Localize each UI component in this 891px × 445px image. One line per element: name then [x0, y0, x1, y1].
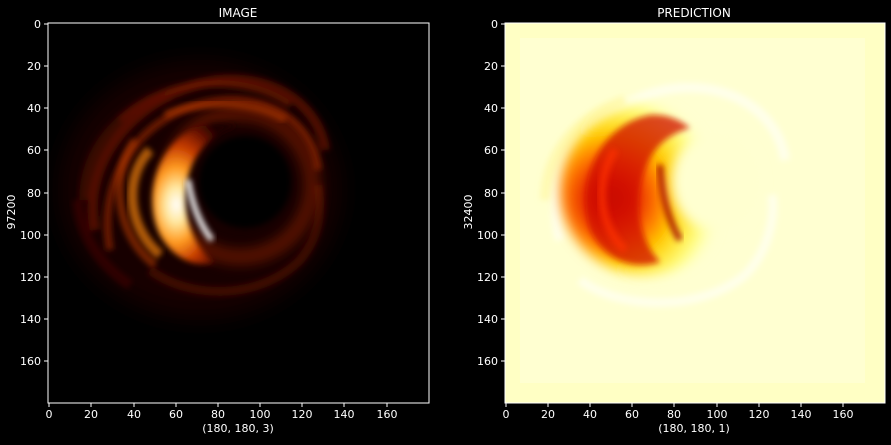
- image-x-tick-label: 160: [377, 408, 398, 421]
- image-x-tick-label: 20: [84, 408, 98, 421]
- prediction-x-tick-label: 0: [503, 408, 510, 421]
- prediction-x-tick-label: 100: [707, 408, 728, 421]
- prediction-x-tick-label: 160: [833, 408, 854, 421]
- image-panel-title: IMAGE: [219, 6, 258, 20]
- prediction-x-tick-label: 80: [667, 408, 681, 421]
- image-x-label: (180, 180, 3): [202, 422, 274, 435]
- image-panel: IMAGE: [5, 6, 430, 435]
- prediction-y-tick-label: 20: [484, 60, 498, 73]
- prediction-y-tick-label: 160: [477, 355, 498, 368]
- image-y-tick-label: 40: [27, 102, 41, 115]
- image-y-tick-label: 0: [34, 18, 41, 31]
- prediction-y-tick-label: 100: [477, 229, 498, 242]
- image-y-tick-label: 160: [20, 355, 41, 368]
- image-y-label: 97200: [5, 195, 18, 230]
- prediction-x-tick-label: 60: [625, 408, 639, 421]
- prediction-y-tick-label: 120: [477, 271, 498, 284]
- prediction-y-axis: 0 20 40 60 80 100 120 140 160: [477, 18, 505, 368]
- image-x-tick-label: 120: [292, 408, 313, 421]
- prediction-y-tick-label: 40: [484, 102, 498, 115]
- image-x-axis: 0 20 40 60 80 100 120 140 160: [46, 403, 398, 421]
- prediction-x-axis: 0 20 40 60 80 100 120 140 160: [503, 403, 854, 421]
- image-y-tick-label: 20: [27, 60, 41, 73]
- image-x-tick-label: 0: [46, 408, 53, 421]
- image-x-tick-label: 140: [334, 408, 355, 421]
- prediction-x-label: (180, 180, 1): [658, 422, 730, 435]
- black-hole-image: [48, 23, 429, 403]
- image-y-tick-label: 140: [20, 313, 41, 326]
- prediction-x-tick-label: 120: [749, 408, 770, 421]
- prediction-heatmap: [505, 23, 885, 403]
- image-y-tick-label: 60: [27, 144, 41, 157]
- image-y-tick-label: 100: [20, 229, 41, 242]
- prediction-x-tick-label: 140: [791, 408, 812, 421]
- image-x-tick-label: 100: [250, 408, 271, 421]
- prediction-x-tick-label: 40: [583, 408, 597, 421]
- prediction-y-label: 32400: [462, 195, 475, 230]
- prediction-y-tick-label: 0: [491, 18, 498, 31]
- prediction-y-tick-label: 140: [477, 313, 498, 326]
- image-y-tick-label: 120: [20, 271, 41, 284]
- prediction-panel-title: PREDICTION: [657, 6, 731, 20]
- image-x-tick-label: 60: [169, 408, 183, 421]
- image-axes-frame: [47, 22, 430, 404]
- prediction-axes-frame: [504, 22, 886, 404]
- prediction-y-tick-label: 80: [484, 187, 498, 200]
- image-y-tick-label: 80: [27, 187, 41, 200]
- prediction-panel: PREDICTION: [462, 6, 886, 435]
- prediction-y-tick-label: 60: [484, 144, 498, 157]
- image-y-axis: 0 20 40 60 80 100 120 140 160: [20, 18, 48, 368]
- image-x-tick-label: 40: [127, 408, 141, 421]
- image-x-tick-label: 80: [211, 408, 225, 421]
- prediction-x-tick-label: 20: [541, 408, 555, 421]
